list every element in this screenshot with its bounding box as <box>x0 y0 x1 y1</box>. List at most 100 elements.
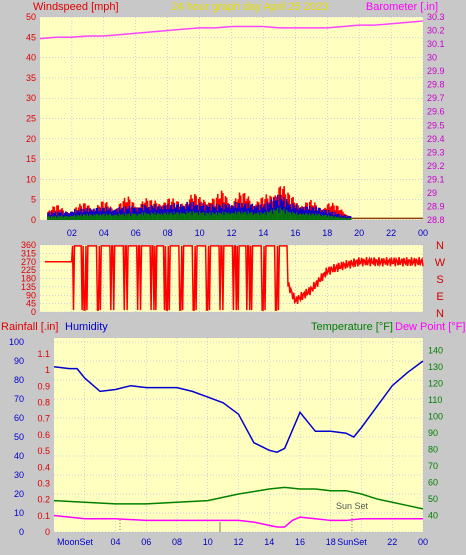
barometer-tick-label: 29.3 <box>427 147 445 157</box>
hour-tick-label: 00 <box>418 228 428 238</box>
hour-tick-label: 14 <box>258 228 268 238</box>
wind-direction-tick-label: 180 <box>21 274 36 284</box>
temperature-tick-label: 80 <box>428 444 438 454</box>
hour-tick-label: 08 <box>163 228 173 238</box>
humidity-tick-label: 10 <box>14 508 24 518</box>
humidity-tick-label: 90 <box>14 356 24 366</box>
barometer-tick-label: 29.4 <box>427 134 445 144</box>
hour-tick-label: 14 <box>264 537 274 547</box>
barometer-tick-label: 28.9 <box>427 201 445 211</box>
graph-title: 24 hour graph day April 25 2023 <box>172 1 329 13</box>
barometer-tick-label: 30 <box>427 53 437 63</box>
wind-dir-label-w: W <box>435 257 446 269</box>
dewpoint-line <box>53 514 423 528</box>
wind-dir-label-n-bottom: N <box>436 308 444 320</box>
hour-tick-label: 00 <box>418 537 428 547</box>
temperature-humidity-panel: 010203040506070809010000.10.20.30.40.50.… <box>9 337 443 547</box>
hour-tick-label: 22 <box>387 537 397 547</box>
barometer-tick-label: 30.1 <box>427 39 445 49</box>
hour-tick-label: 04 <box>110 537 120 547</box>
humidity-tick-label: 80 <box>14 375 24 385</box>
hour-tick-label: 18 <box>322 228 332 238</box>
rainfall-tick-label: 0.3 <box>37 478 50 488</box>
rainfall-tick-label: 0.4 <box>37 462 50 472</box>
humidity-tick-label: 0 <box>19 527 24 537</box>
wind-direction-tick-label: 0 <box>31 307 36 317</box>
barometer-tick-label: 28.8 <box>427 215 445 225</box>
hour-tick-label: 16 <box>295 537 305 547</box>
temperature-tick-label: 120 <box>428 378 443 388</box>
rainfall-tick-label: 0.9 <box>37 381 50 391</box>
rainfall-axis-title: Rainfall [.in] <box>1 321 58 333</box>
windspeed-tick-label: 40 <box>26 53 36 63</box>
sunset-axis-label: SunSet <box>337 537 367 547</box>
temperature-tick-label: 100 <box>428 411 443 421</box>
humidity-tick-label: 70 <box>14 394 24 404</box>
barometer-tick-label: 29 <box>427 188 437 198</box>
hour-tick-label: 06 <box>131 228 141 238</box>
hour-tick-label: 10 <box>195 228 205 238</box>
dewpoint-axis-title: Dew Point [°F] <box>395 321 465 333</box>
windspeed-tick-label: 45 <box>26 32 36 42</box>
temperature-tick-label: 130 <box>428 362 443 372</box>
wind-direction-tick-label: 45 <box>26 299 36 309</box>
windspeed-tick-label: 30 <box>26 93 36 103</box>
barometer-tick-label: 30.3 <box>427 12 445 22</box>
windspeed-tick-label: 20 <box>26 134 36 144</box>
hour-tick-label: 04 <box>99 228 109 238</box>
windspeed-tick-label: 25 <box>26 114 36 124</box>
hour-tick-label: 16 <box>290 228 300 238</box>
wind-direction-tick-label: 315 <box>21 248 36 258</box>
rainfall-tick-label: 0 <box>45 527 50 537</box>
wind-direction-tick-label: 270 <box>21 257 36 267</box>
windspeed-tick-label: 50 <box>26 12 36 22</box>
temperature-tick-label: 70 <box>428 461 438 471</box>
barometer-tick-label: 29.1 <box>427 174 445 184</box>
temperature-tick-label: 90 <box>428 428 438 438</box>
wind-barometer-panel: 0 5 10 15 20 25 30 35 40 45 50 28.8 28.9 29 29.1 29.2 2… <box>26 12 445 238</box>
hour-tick-label: 20 <box>354 228 364 238</box>
temperature-tick-label: 140 <box>428 345 443 355</box>
wind-direction-tick-label: 135 <box>21 282 36 292</box>
sunset-annotation: Sun Set <box>336 501 369 511</box>
temperature-line <box>53 486 424 510</box>
hour-tick-label: 12 <box>226 228 236 238</box>
wind-direction-tick-label: 360 <box>21 240 36 250</box>
barometer-tick-label: 29.7 <box>427 93 445 103</box>
humidity-tick-label: 60 <box>14 413 24 423</box>
hour-tick-label: 02 <box>67 228 77 238</box>
hour-tick-label: 18 <box>326 537 336 547</box>
wind-direction-line <box>44 245 424 311</box>
temperature-tick-label: 40 <box>428 510 438 520</box>
wind-direction-tick-label: 225 <box>21 265 36 275</box>
hour-tick-label: 12 <box>233 537 243 547</box>
rainfall-tick-label: 0.7 <box>37 414 50 424</box>
wind-direction-tick-label: 90 <box>26 290 36 300</box>
temperature-axis-title: Temperature [°F] <box>311 321 393 333</box>
wind-dir-label-n-top: N <box>436 240 444 252</box>
barometer-tick-label: 29.5 <box>427 120 445 130</box>
humidity-line <box>53 360 424 453</box>
windspeed-tick-label: 35 <box>26 73 36 83</box>
humidity-tick-label: 50 <box>14 432 24 442</box>
wind-dir-label-s: S <box>436 274 443 286</box>
rainfall-tick-label: 0.2 <box>37 495 50 505</box>
barometer-tick-label: 30.2 <box>427 26 445 36</box>
barometer-tick-label: 29.2 <box>427 161 445 171</box>
windspeed-tick-label: 15 <box>26 154 36 164</box>
barometer-tick-label: 29.6 <box>427 107 445 117</box>
hour-tick-label: 10 <box>203 537 213 547</box>
humidity-tick-label: 30 <box>14 470 24 480</box>
barometer-line <box>39 20 424 40</box>
humidity-tick-label: 20 <box>14 489 24 499</box>
hour-tick-label: 06 <box>141 537 151 547</box>
hour-tick-label: 22 <box>386 228 396 238</box>
temperature-tick-label: 50 <box>428 494 438 504</box>
windspeed-tick-label: 5 <box>31 195 36 205</box>
wind-dir-label-e: E <box>436 291 443 303</box>
humidity-tick-label: 100 <box>9 337 24 347</box>
hour-tick-label: 08 <box>172 537 182 547</box>
humidity-tick-label: 40 <box>14 451 24 461</box>
